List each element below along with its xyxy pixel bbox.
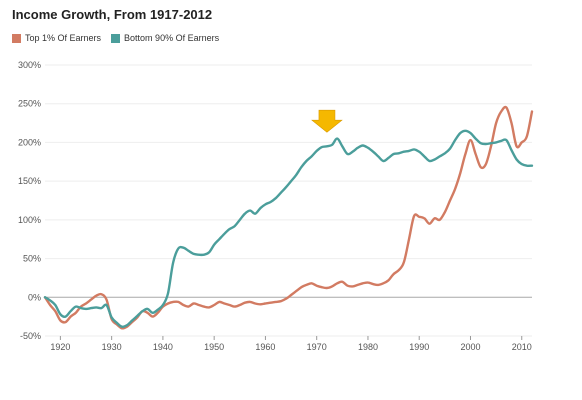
legend-swatch-top1 bbox=[12, 33, 21, 43]
x-tick-label: 1980 bbox=[358, 342, 378, 352]
y-tick-label: 200% bbox=[18, 137, 41, 147]
y-tick-label: 100% bbox=[18, 215, 41, 225]
chart-title: Income Growth, From 1917-2012 bbox=[12, 7, 213, 22]
x-tick-label: 1990 bbox=[409, 342, 429, 352]
x-tick-label: 1960 bbox=[255, 342, 275, 352]
x-tick-label: 1970 bbox=[307, 342, 327, 352]
y-tick-label: 250% bbox=[18, 99, 41, 109]
legend-swatch-bottom90 bbox=[111, 33, 121, 43]
chart-legend: Top 1% Of Earners Bottom 90% Of Earners bbox=[12, 33, 229, 43]
legend-label-top1: Top 1% Of Earners bbox=[25, 33, 102, 43]
x-tick-label: 2000 bbox=[460, 342, 480, 352]
x-tick-label: 1930 bbox=[102, 342, 122, 352]
series-line-bottom90 bbox=[43, 129, 534, 328]
legend-item-top1: Top 1% Of Earners bbox=[12, 33, 101, 43]
x-tick-label: 1920 bbox=[50, 342, 70, 352]
y-tick-label: 150% bbox=[18, 176, 41, 186]
x-tick-label: 1950 bbox=[204, 342, 224, 352]
y-tick-label: 50% bbox=[23, 254, 41, 264]
legend-label-bottom90: Bottom 90% Of Earners bbox=[124, 33, 220, 43]
y-tick-label: -50% bbox=[20, 331, 41, 341]
x-tick-label: 1940 bbox=[153, 342, 173, 352]
y-tick-label: 300% bbox=[18, 60, 41, 70]
x-tick-label: 2010 bbox=[512, 342, 532, 352]
y-tick-label: 0% bbox=[28, 292, 41, 302]
series-line-top1 bbox=[43, 105, 534, 330]
annotation-arrow bbox=[311, 109, 343, 133]
legend-item-bottom90: Bottom 90% Of Earners bbox=[111, 33, 219, 43]
